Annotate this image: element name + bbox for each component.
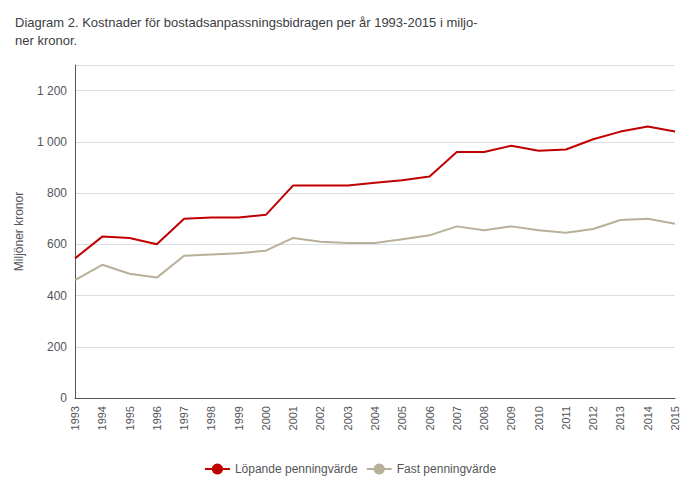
svg-text:0: 0	[60, 391, 67, 405]
svg-text:1998: 1998	[205, 406, 217, 430]
svg-text:Löpande penningvärde: Löpande penningvärde	[235, 462, 358, 476]
svg-text:1996: 1996	[151, 406, 163, 430]
svg-text:Miljöner kronor: Miljöner kronor	[12, 192, 26, 271]
svg-text:2015: 2015	[669, 406, 681, 430]
svg-text:2000: 2000	[260, 406, 272, 430]
svg-text:Diagram 2. Kostnader för bosta: Diagram 2. Kostnader för bostadsanpassni…	[15, 15, 478, 30]
svg-text:1993: 1993	[69, 406, 81, 430]
svg-text:2009: 2009	[505, 406, 517, 430]
svg-text:2010: 2010	[533, 406, 545, 430]
svg-text:2007: 2007	[451, 406, 463, 430]
svg-text:2003: 2003	[342, 406, 354, 430]
svg-text:1997: 1997	[178, 406, 190, 430]
svg-text:2001: 2001	[287, 406, 299, 430]
svg-text:1 200: 1 200	[37, 84, 67, 98]
svg-text:2006: 2006	[424, 406, 436, 430]
svg-text:2004: 2004	[369, 406, 381, 430]
svg-text:1 000: 1 000	[37, 135, 67, 149]
svg-text:2011: 2011	[560, 406, 572, 430]
svg-text:ner kronor.: ner kronor.	[15, 33, 77, 48]
svg-text:2008: 2008	[478, 406, 490, 430]
svg-text:2005: 2005	[396, 406, 408, 430]
svg-text:800: 800	[47, 186, 67, 200]
svg-text:1999: 1999	[233, 406, 245, 430]
svg-text:2014: 2014	[642, 406, 654, 430]
svg-text:600: 600	[47, 237, 67, 251]
svg-text:2002: 2002	[314, 406, 326, 430]
svg-text:2013: 2013	[614, 406, 626, 430]
svg-text:1994: 1994	[96, 406, 108, 430]
svg-text:2012: 2012	[587, 406, 599, 430]
svg-text:400: 400	[47, 289, 67, 303]
svg-text:200: 200	[47, 340, 67, 354]
svg-text:Fast penningvärde: Fast penningvärde	[397, 462, 497, 476]
svg-text:1995: 1995	[124, 406, 136, 430]
